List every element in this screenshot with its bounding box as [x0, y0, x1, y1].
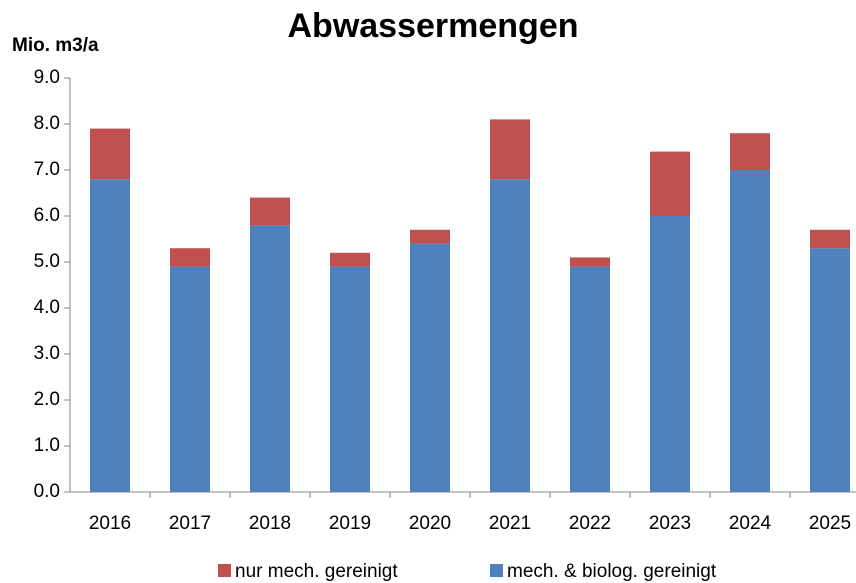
- bar-segment: [90, 179, 130, 492]
- legend-label: mech. & biolog. gereinigt: [507, 561, 717, 582]
- x-tick-label: 2018: [249, 513, 291, 534]
- y-tick-label: 5.0: [34, 251, 60, 272]
- y-tick-label: 6.0: [34, 205, 60, 226]
- bar-segment: [250, 197, 290, 226]
- y-tick-label: 1.0: [34, 435, 60, 456]
- bar-segment: [330, 252, 370, 267]
- x-tick-label: 2020: [409, 513, 451, 534]
- y-tick-label: 0.0: [34, 481, 60, 502]
- bar-segment: [730, 133, 770, 170]
- legend-swatch: [490, 564, 503, 577]
- bar-segment: [810, 229, 850, 249]
- y-tick-label: 3.0: [34, 343, 60, 364]
- x-tick-label: 2023: [649, 513, 691, 534]
- y-axis-label: Mio. m3/a: [12, 35, 99, 56]
- y-tick-label: 2.0: [34, 389, 60, 410]
- bar-segment: [730, 170, 770, 492]
- bar-segment: [650, 151, 690, 216]
- bar-segment: [330, 266, 370, 492]
- bar-segment: [170, 266, 210, 492]
- bar-segment: [810, 248, 850, 492]
- bar-segment: [570, 257, 610, 267]
- bar-segment: [650, 216, 690, 492]
- x-tick-label: 2016: [89, 513, 131, 534]
- bar-segment: [170, 248, 210, 267]
- y-tick-label: 9.0: [34, 67, 60, 88]
- y-tick-label: 8.0: [34, 113, 60, 134]
- y-tick-label: 7.0: [34, 159, 60, 180]
- bar-segment: [490, 119, 530, 180]
- x-tick-label: 2022: [569, 513, 611, 534]
- x-tick-label: 2019: [329, 513, 371, 534]
- bar-segment: [490, 179, 530, 492]
- bar-segment: [410, 243, 450, 492]
- x-tick-label: 2021: [489, 513, 531, 534]
- x-tick-label: 2017: [169, 513, 211, 534]
- x-tick-label: 2024: [729, 513, 772, 534]
- bar-segment: [410, 229, 450, 244]
- legend-swatch: [218, 564, 231, 577]
- x-tick-label: 2025: [809, 513, 851, 534]
- bar-segment: [570, 266, 610, 492]
- bar-segment: [250, 225, 290, 492]
- legend-label: nur mech. gereinigt: [235, 561, 398, 582]
- chart-title: Abwassermengen: [288, 7, 579, 45]
- y-tick-label: 4.0: [34, 297, 60, 318]
- bar-segment: [90, 128, 130, 180]
